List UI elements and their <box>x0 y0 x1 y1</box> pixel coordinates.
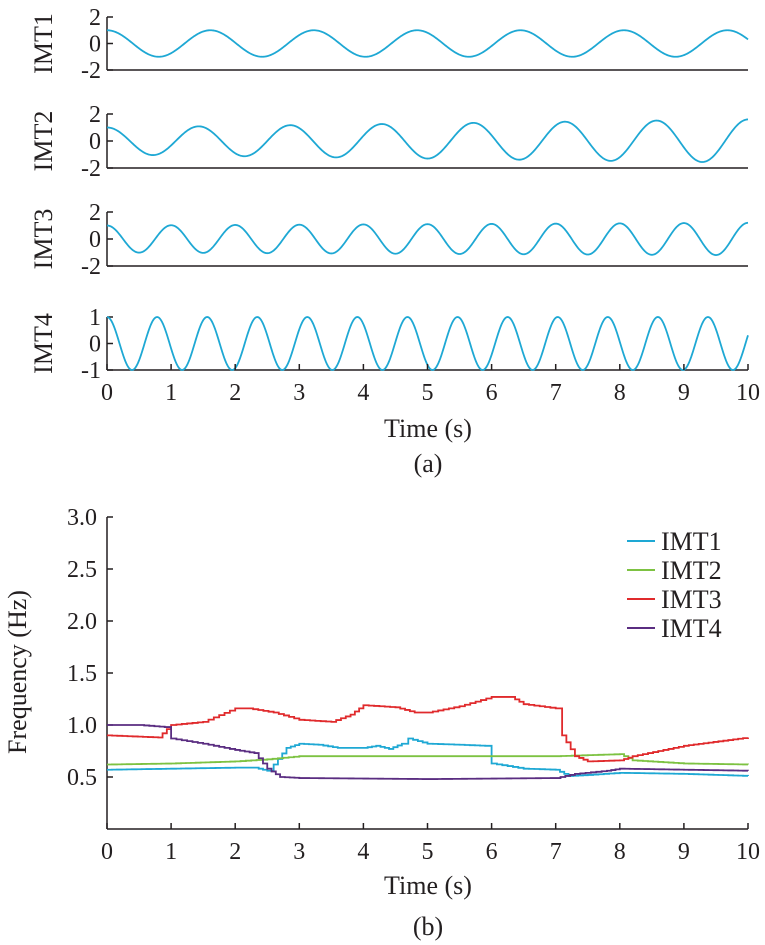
y-tick-label: 0 <box>89 332 101 358</box>
x-tick-label: 4 <box>357 839 369 865</box>
x-tick-label: 6 <box>486 839 498 865</box>
x-tick-label: 3 <box>293 839 305 865</box>
panel-a-x-axis-title: Time (s) <box>384 414 472 443</box>
y-tick-label: 2 <box>89 200 101 226</box>
x-tick-label: 0 <box>101 380 113 406</box>
series-line-imt4 <box>107 724 749 780</box>
y-tick-label: 0 <box>89 129 101 155</box>
x-tick-label: 1 <box>165 839 177 865</box>
y-tick-label: -2 <box>81 156 101 182</box>
y-tick-label: 2 <box>89 5 101 31</box>
y-tick-label: 0 <box>89 227 101 253</box>
x-tick-label: 8 <box>614 839 626 865</box>
series-line-imt2 <box>107 753 749 766</box>
y-tick-label: 1.0 <box>67 713 97 739</box>
legend-label-imt4: IMT4 <box>661 614 722 643</box>
y-tick-label: 2.5 <box>67 557 97 583</box>
legend-label-imt3: IMT3 <box>661 585 722 614</box>
x-tick-label: 10 <box>736 380 760 406</box>
subplot-label: IMT4 <box>29 313 58 374</box>
y-tick-label: -2 <box>81 58 101 84</box>
y-tick-label: -2 <box>81 254 101 280</box>
y-tick-label: 0.5 <box>67 765 97 791</box>
panel-b-caption: (b) <box>413 912 443 941</box>
x-tick-label: 4 <box>357 380 369 406</box>
x-tick-label: 5 <box>422 839 434 865</box>
subplot-imt3: 20-2 IMT3 <box>29 200 749 280</box>
subplot-label: IMT3 <box>29 209 58 270</box>
subplot-imt2: 20-2 IMT2 <box>29 102 749 182</box>
series-line-imt3 <box>107 696 749 763</box>
x-tick-label: 0 <box>101 839 113 865</box>
series-line-imt1 <box>107 737 749 777</box>
y-tick-label: 2 <box>89 102 101 128</box>
x-tick-label: 7 <box>550 380 562 406</box>
series-line-imt3 <box>106 221 749 256</box>
x-tick-label: 9 <box>678 380 690 406</box>
series-line-imt2 <box>106 118 749 163</box>
x-tick-label: 2 <box>229 380 241 406</box>
panel-a-caption: (a) <box>414 449 443 478</box>
subplot-imt1: 20-2 IMT1 <box>29 5 749 84</box>
y-tick-label: 0 <box>89 32 101 58</box>
legend-label-imt1: IMT1 <box>661 527 722 556</box>
y-tick-label: 1 <box>89 305 101 331</box>
x-tick-label: 10 <box>736 839 760 865</box>
x-tick-label: 7 <box>550 839 562 865</box>
x-tick-label: 5 <box>422 380 434 406</box>
y-tick-label: 2.0 <box>67 609 97 635</box>
x-tick-label: 6 <box>486 380 498 406</box>
x-tick-label: 8 <box>614 380 626 406</box>
y-tick-label: 3.0 <box>67 505 97 531</box>
y-tick-label: 1.5 <box>67 661 97 687</box>
y-tick-label: -1 <box>81 358 101 384</box>
subplot-label: IMT1 <box>29 13 58 74</box>
subplot-label: IMT2 <box>29 111 58 172</box>
series-line-imt4 <box>106 316 749 371</box>
panel-b-x-axis-title: Time (s) <box>384 871 472 900</box>
x-tick-label: 2 <box>229 839 241 865</box>
panel-b-y-axis-title: Frequency (Hz) <box>3 590 32 754</box>
series-line-imt1 <box>106 29 749 58</box>
legend-label-imt2: IMT2 <box>661 556 722 585</box>
x-tick-label: 3 <box>293 380 305 406</box>
x-tick-label: 1 <box>165 380 177 406</box>
x-tick-label: 9 <box>678 839 690 865</box>
panel-b-instantaneous-frequency: 0.51.01.52.02.53.00 1 2 3 4 5 6 7 8 9 10IMT1IMT2IM… <box>67 505 760 865</box>
